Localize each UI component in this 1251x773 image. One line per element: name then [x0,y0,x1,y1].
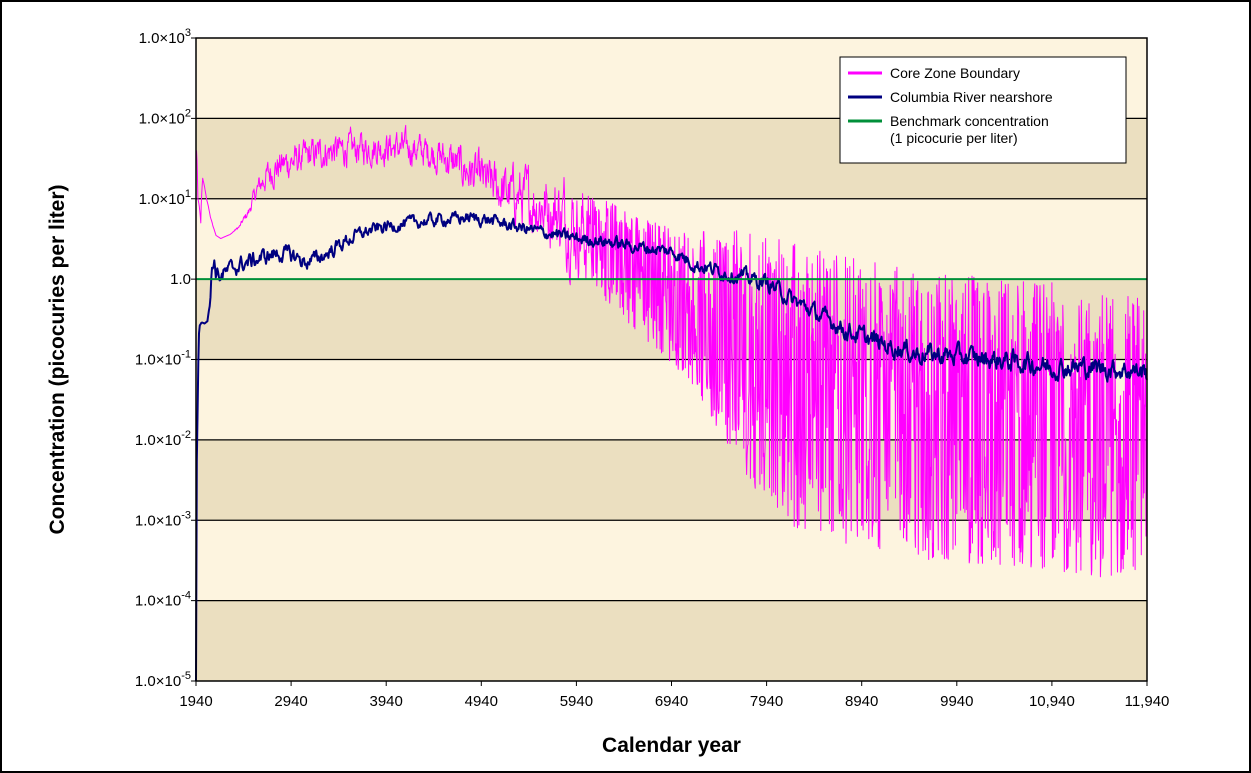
band-decade-1 [196,520,1147,601]
band-decade-0 [196,600,1147,681]
y-tick-label: 1.0×10-1 [135,349,191,369]
series-columbia-river-nearshore [195,210,1148,682]
x-tick-label: 11,940 [1125,693,1170,710]
x-axis-title: Calendar year [602,734,741,757]
y-axis-title: Concentration (picocuries per liter) [46,184,69,534]
x-tick-label: 4940 [465,693,498,710]
x-tick-label: 3940 [370,693,403,710]
x-tick-label: 8940 [845,693,878,710]
x-tick-label: 7940 [750,693,783,710]
legend-label-columbia-river-nearshore: Columbia River nearshore [890,89,1053,105]
series-line-core-zone-boundary [196,124,1148,578]
legend-label-core-zone-boundary: Core Zone Boundary [890,65,1020,81]
y-tick-label: 1.0×10-4 [135,590,191,610]
legend-box [839,56,1127,164]
x-tick-label: 9940 [940,693,973,710]
y-tick-label: 1.0×102 [139,107,191,127]
x-tick-label: 5940 [560,693,593,710]
y-tick-label: 1.0×103 [139,27,191,47]
legend: Core Zone Boundary Columbia River nearsho… [839,56,1127,164]
x-axis-ticks: 1940 2940 3940 4940 5940 6940 7940 8940 9940 10,9… [179,681,1169,710]
y-tick-label: 1.0×10-2 [135,429,191,449]
y-tick-label: 1.0 [170,271,191,288]
series-line-columbia-river-nearshore [195,210,1148,682]
x-tick-label: 2940 [274,693,307,710]
y-tick-label: 1.0×101 [139,188,191,208]
y-axis-ticks: 1.0×10-5 1.0×10-4 1.0×10-3 1.0×10-2 1.0×10-1… [135,27,196,690]
x-tick-label: 6940 [655,693,688,710]
series-core-zone-boundary [196,124,1148,578]
legend-label-benchmark-concentration-line2: (1 picocurie per liter) [890,130,1018,146]
band-decade-2 [196,439,1147,521]
y-tick-label: 1.0×10-5 [135,670,191,690]
y-tick-label: 1.0×10-3 [135,509,191,529]
legend-label-benchmark-concentration: Benchmark concentration [890,113,1049,129]
x-tick-label: 10,940 [1029,693,1075,710]
x-tick-label: 1940 [179,693,212,710]
series-layer [195,124,1148,682]
